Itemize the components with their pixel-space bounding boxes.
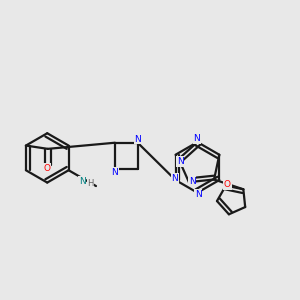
Text: H: H (87, 179, 94, 188)
Text: N: N (189, 177, 196, 186)
Text: N: N (177, 157, 184, 166)
Text: O: O (43, 164, 50, 173)
Text: N: N (172, 174, 178, 183)
Text: N: N (135, 135, 141, 144)
Text: N: N (111, 168, 118, 177)
Text: O: O (224, 180, 231, 189)
Text: N: N (194, 134, 200, 143)
Text: N: N (79, 177, 86, 186)
Text: N: N (195, 190, 201, 199)
